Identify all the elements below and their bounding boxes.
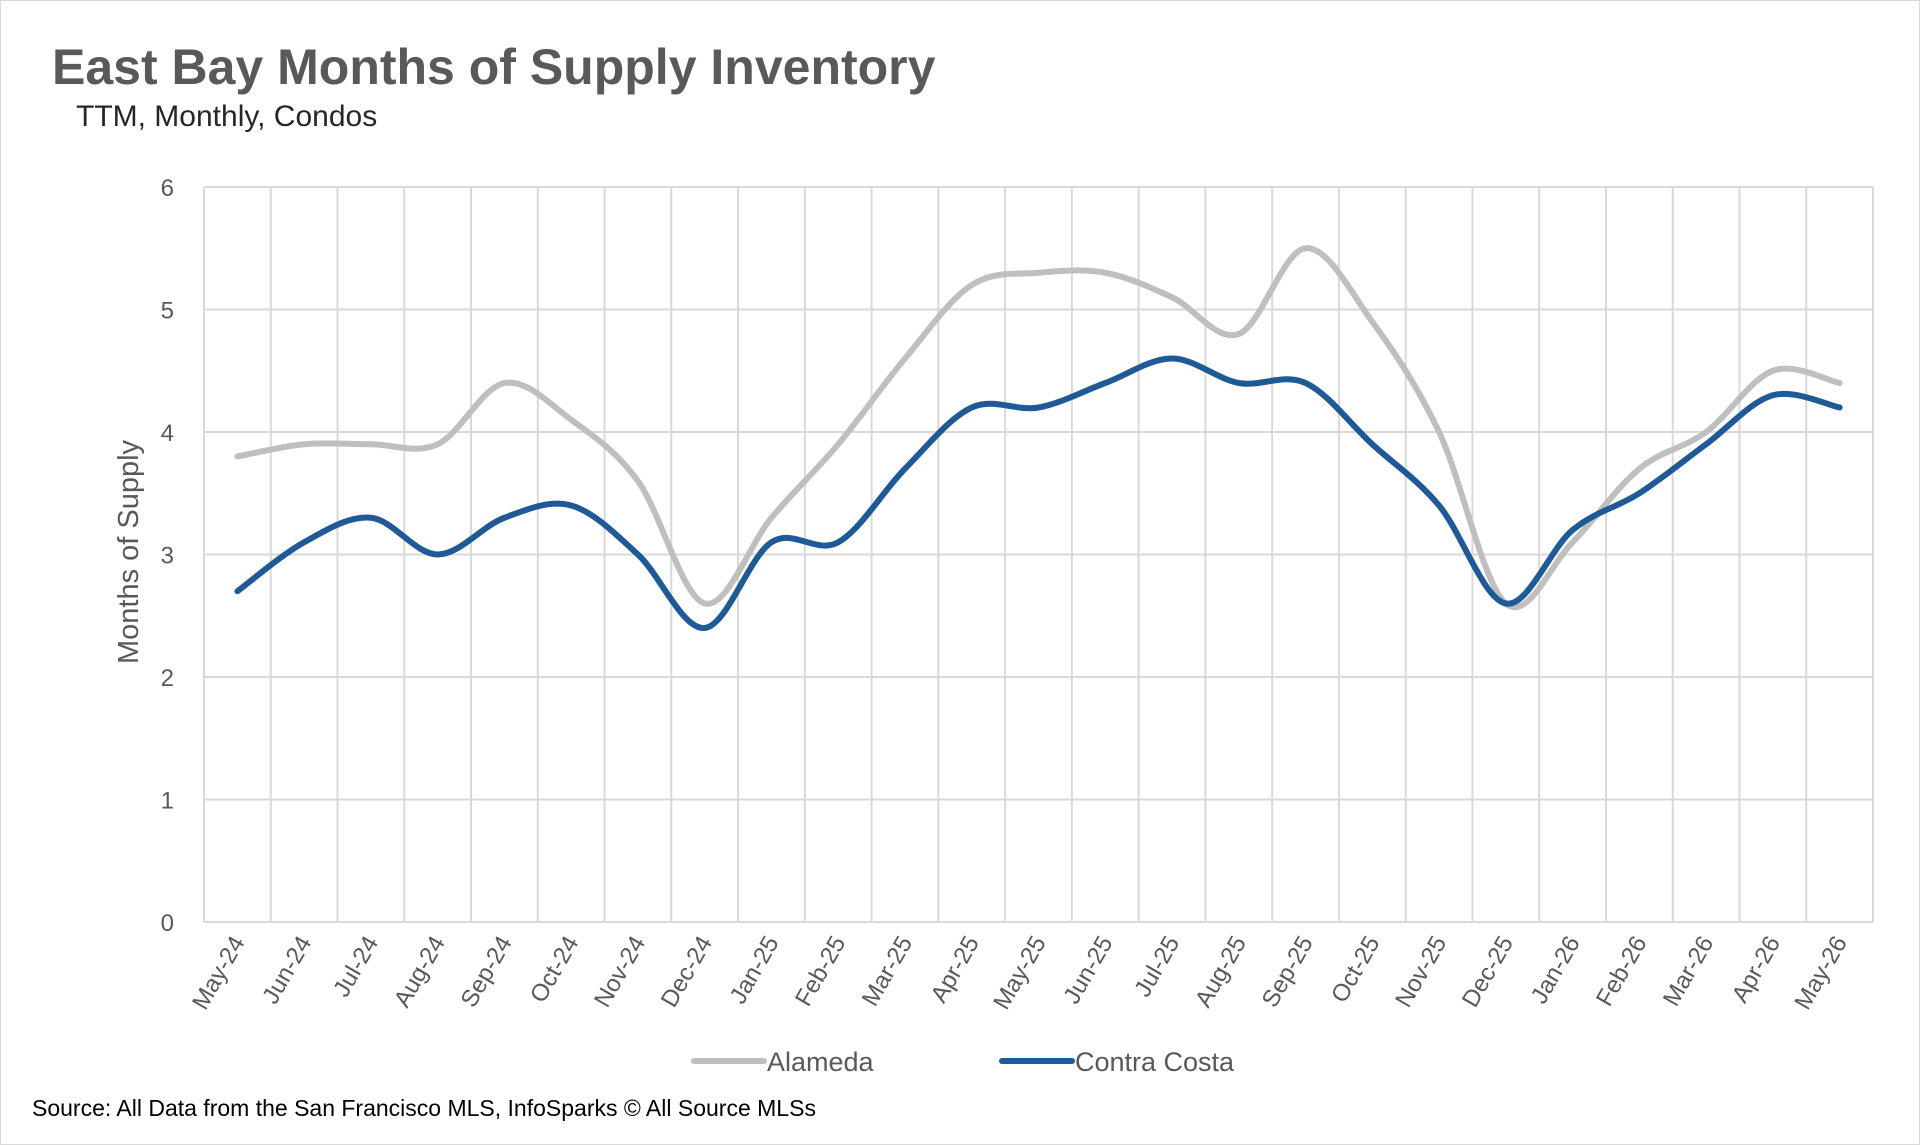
x-tick-label: Sep-25 <box>1257 932 1319 1013</box>
data-point-alameda <box>1837 380 1843 386</box>
data-point-contra-costa <box>969 405 975 411</box>
data-point-alameda <box>1102 270 1108 276</box>
series-line-contra-costa <box>234 355 1843 631</box>
y-axis-label: Months of Supply <box>113 439 145 664</box>
y-tick-label: 3 <box>161 543 174 570</box>
x-tick-label: Jun-24 <box>257 932 317 1009</box>
legend-label-alameda: Alameda <box>767 1047 875 1077</box>
data-point-alameda <box>501 380 507 386</box>
data-point-alameda <box>1770 368 1776 374</box>
x-tick-label: Dec-25 <box>1457 932 1519 1013</box>
data-point-contra-costa <box>435 552 441 558</box>
x-tick-label: Nov-24 <box>589 932 651 1013</box>
data-point-contra-costa <box>835 539 841 545</box>
data-point-alameda <box>1636 466 1642 472</box>
data-point-contra-costa <box>1303 380 1309 386</box>
data-point-contra-costa <box>635 552 641 558</box>
source-note: Source: All Data from the San Francisco … <box>32 1095 816 1121</box>
x-tick-label: Mar-25 <box>857 932 918 1011</box>
x-tick-label: Aug-25 <box>1190 932 1252 1013</box>
data-point-contra-costa <box>234 588 240 594</box>
data-point-contra-costa <box>1636 490 1642 496</box>
data-point-alameda <box>635 478 641 484</box>
gridlines <box>203 186 1874 923</box>
x-tick-label: Jan-26 <box>1526 932 1586 1009</box>
data-point-contra-costa <box>1369 441 1375 447</box>
y-axis-ticks: 0 1 2 3 4 5 6 <box>161 175 174 937</box>
data-point-contra-costa <box>702 625 708 631</box>
data-point-contra-costa <box>902 466 908 472</box>
x-tick-label: Nov-25 <box>1390 932 1452 1013</box>
data-point-contra-costa <box>301 539 307 545</box>
data-point-contra-costa <box>1770 392 1776 398</box>
data-point-alameda <box>1036 270 1042 276</box>
legend-label-contra-costa: Contra Costa <box>1075 1047 1235 1077</box>
x-tick-label: Oct-24 <box>525 932 584 1008</box>
legend: Alameda Contra Costa <box>691 1047 1235 1077</box>
y-tick-label: 0 <box>161 910 174 937</box>
x-tick-label: Aug-24 <box>389 932 451 1013</box>
data-point-alameda <box>702 601 708 607</box>
data-point-alameda <box>1369 319 1375 325</box>
data-point-contra-costa <box>1036 405 1042 411</box>
data-point-contra-costa <box>1703 441 1709 447</box>
data-point-alameda <box>1236 331 1242 337</box>
y-tick-label: 6 <box>161 175 174 202</box>
y-tick-label: 5 <box>161 298 174 325</box>
data-point-alameda <box>902 356 908 362</box>
series-lines <box>234 245 1843 631</box>
data-point-alameda <box>1570 539 1576 545</box>
data-point-alameda <box>301 441 307 447</box>
series-line-alameda <box>234 245 1843 610</box>
data-point-alameda <box>234 454 240 460</box>
data-point-alameda <box>368 441 374 447</box>
x-tick-label: Feb-25 <box>790 932 851 1011</box>
chart-subtitle: TTM, Monthly, Condos <box>76 100 378 133</box>
y-tick-label: 2 <box>161 665 174 692</box>
data-point-contra-costa <box>568 503 574 509</box>
x-tick-label: Apr-25 <box>926 932 985 1008</box>
data-point-contra-costa <box>1503 601 1509 607</box>
data-point-contra-costa <box>768 539 774 545</box>
x-tick-label: Jul-25 <box>1129 932 1185 1002</box>
data-point-contra-costa <box>368 515 374 521</box>
x-tick-label: Jun-25 <box>1058 932 1118 1009</box>
x-tick-label: May-24 <box>187 932 250 1015</box>
data-point-alameda <box>768 515 774 521</box>
x-tick-label: May-26 <box>1789 932 1852 1015</box>
data-point-contra-costa <box>1169 356 1175 362</box>
data-point-alameda <box>1303 245 1309 251</box>
data-point-alameda <box>1169 294 1175 300</box>
data-point-alameda <box>835 441 841 447</box>
data-point-alameda <box>568 417 574 423</box>
chart-title: East Bay Months of Supply Inventory <box>52 39 936 95</box>
y-tick-label: 4 <box>161 420 174 447</box>
data-point-contra-costa <box>1837 405 1843 411</box>
data-point-contra-costa <box>1236 380 1242 386</box>
x-tick-label: Oct-25 <box>1326 932 1385 1008</box>
data-point-contra-costa <box>1102 380 1108 386</box>
x-tick-label: Jan-25 <box>725 932 785 1009</box>
data-point-alameda <box>1436 429 1442 435</box>
data-point-contra-costa <box>501 515 507 521</box>
x-tick-label: Jul-24 <box>328 932 384 1002</box>
data-point-alameda <box>435 441 441 447</box>
x-tick-label: Dec-24 <box>656 932 718 1013</box>
x-tick-label: Sep-24 <box>456 932 518 1013</box>
data-point-alameda <box>969 282 975 288</box>
data-point-contra-costa <box>1436 503 1442 509</box>
x-tick-label: Feb-26 <box>1591 932 1652 1011</box>
data-point-alameda <box>1703 429 1709 435</box>
x-tick-label: May-25 <box>988 932 1051 1015</box>
x-tick-label: Mar-26 <box>1658 932 1719 1011</box>
y-tick-label: 1 <box>161 788 174 815</box>
x-tick-label: Apr-26 <box>1727 932 1786 1008</box>
data-point-contra-costa <box>1570 527 1576 533</box>
x-axis-ticks: May-24 Jun-24 Jul-24 Aug-24 Sep-24 Oct-24 Nov-… <box>187 932 1853 1015</box>
